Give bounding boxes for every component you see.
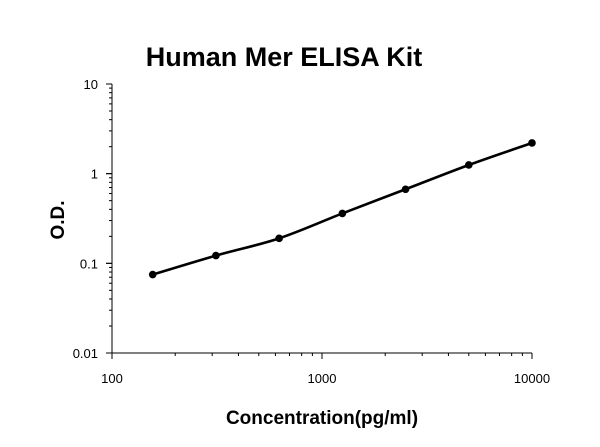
axes [111, 84, 532, 354]
x-tick-label: 100 [101, 371, 123, 386]
data-point [275, 234, 283, 243]
x-tick-label: 10000 [514, 371, 550, 386]
series-layer [148, 139, 536, 279]
data-point [528, 139, 536, 147]
data-point [464, 161, 473, 169]
data-point [212, 251, 220, 260]
data-point [148, 270, 157, 279]
y-tick-label: 1 [91, 167, 98, 182]
y-tick-label: 0.1 [80, 256, 98, 271]
y-axis-ticks: 0.01 0.1 1 10 [73, 77, 112, 361]
y-tick-label: 0.01 [73, 346, 98, 361]
x-axis-ticks: 100 1000 10000 [101, 353, 550, 386]
data-point [338, 209, 347, 218]
data-point [401, 185, 410, 194]
chart-title: Human Mer ELISA Kit [146, 42, 423, 72]
x-tick-label: 1000 [308, 371, 337, 386]
y-axis-title: O.D. [48, 200, 69, 239]
x-axis-title: Concentration(pg/ml) [226, 408, 418, 429]
series-line [152, 141, 533, 276]
y-tick-label: 10 [84, 77, 98, 92]
